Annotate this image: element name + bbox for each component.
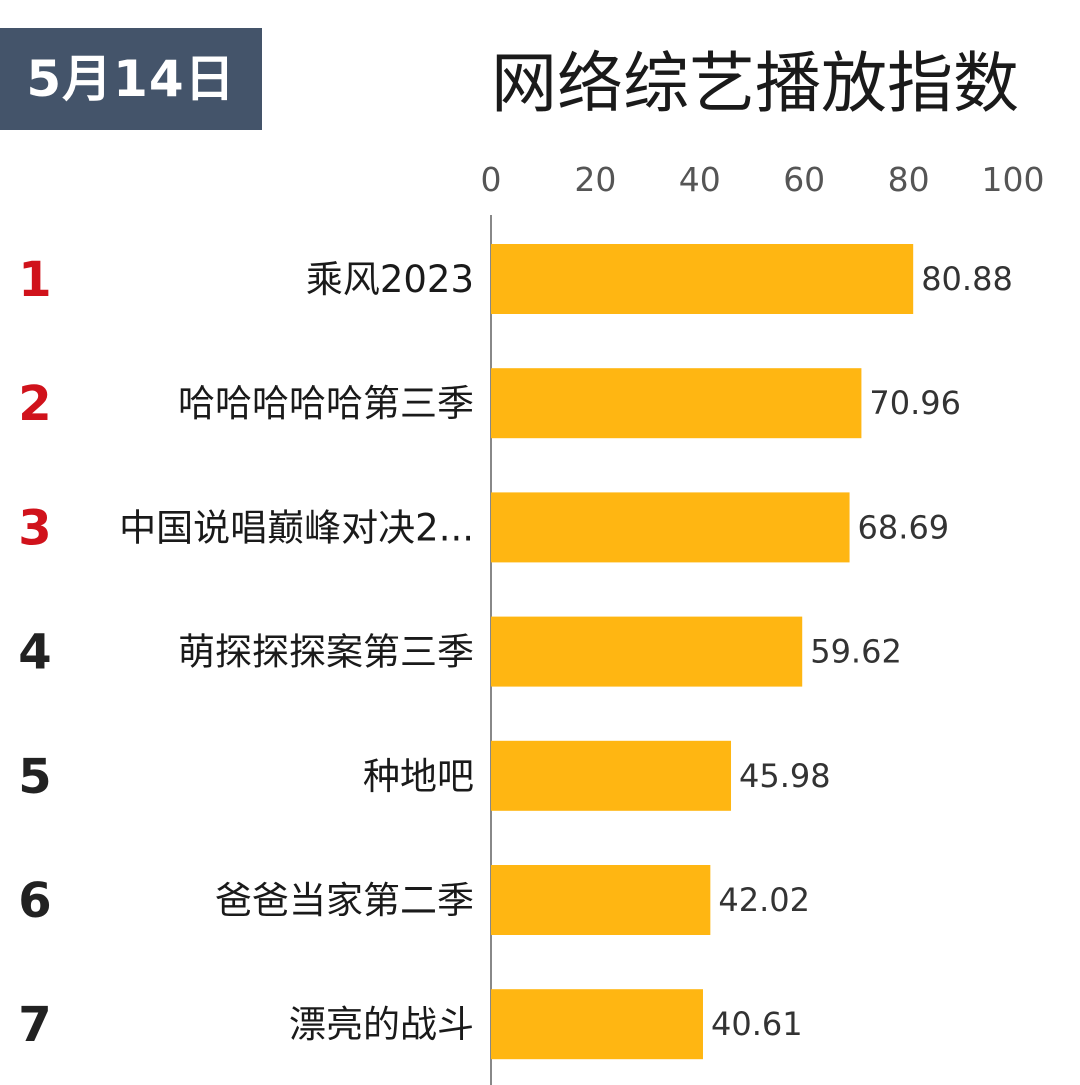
category-label: 乘风2023 [306,258,474,301]
value-label: 45.98 [739,757,831,795]
rank-number: 1 [18,252,51,308]
rank-number: 3 [18,500,51,556]
value-label: 80.88 [921,260,1013,298]
rank-number: 2 [18,376,51,432]
category-label: 爸爸当家第二季 [215,879,474,922]
bar [491,989,703,1060]
bar [491,865,711,935]
category-label: 漂亮的战斗 [289,1003,474,1046]
rank-number: 6 [18,873,51,929]
value-label: 68.69 [858,508,950,546]
x-tick-label: 60 [783,160,825,199]
chart-title: 网络综艺播放指数 [491,45,1019,122]
rank-number: 4 [18,625,51,681]
bar [491,368,862,439]
bar [491,492,850,563]
date-badge: 5月14日 [0,28,262,130]
value-label: 42.02 [718,881,810,919]
x-tick-label: 100 [982,160,1045,199]
value-label: 40.61 [711,1005,803,1043]
bar-rows: 1 乘风2023 80.88 2 哈哈哈哈哈第三季 70.96 3 中国说唱巅峰对决2... 6… [18,244,1013,1060]
rank-number: 7 [18,997,51,1053]
x-tick-label: 0 [481,160,502,199]
x-axis-ticks: 0 20 40 60 80 100 [481,160,1045,199]
value-label: 59.62 [810,633,902,671]
bar [491,244,914,314]
x-tick-label: 40 [679,160,721,199]
rank-number: 5 [18,749,51,805]
bar [491,616,803,687]
category-label: 中国说唱巅峰对决2... [119,506,474,549]
category-label: 哈哈哈哈哈第三季 [178,382,474,425]
x-tick-label: 80 [888,160,930,199]
bar [491,740,732,811]
category-label: 萌探探探案第三季 [178,631,474,674]
value-label: 70.96 [869,384,961,422]
category-label: 种地吧 [363,755,474,798]
x-tick-label: 20 [574,160,616,199]
